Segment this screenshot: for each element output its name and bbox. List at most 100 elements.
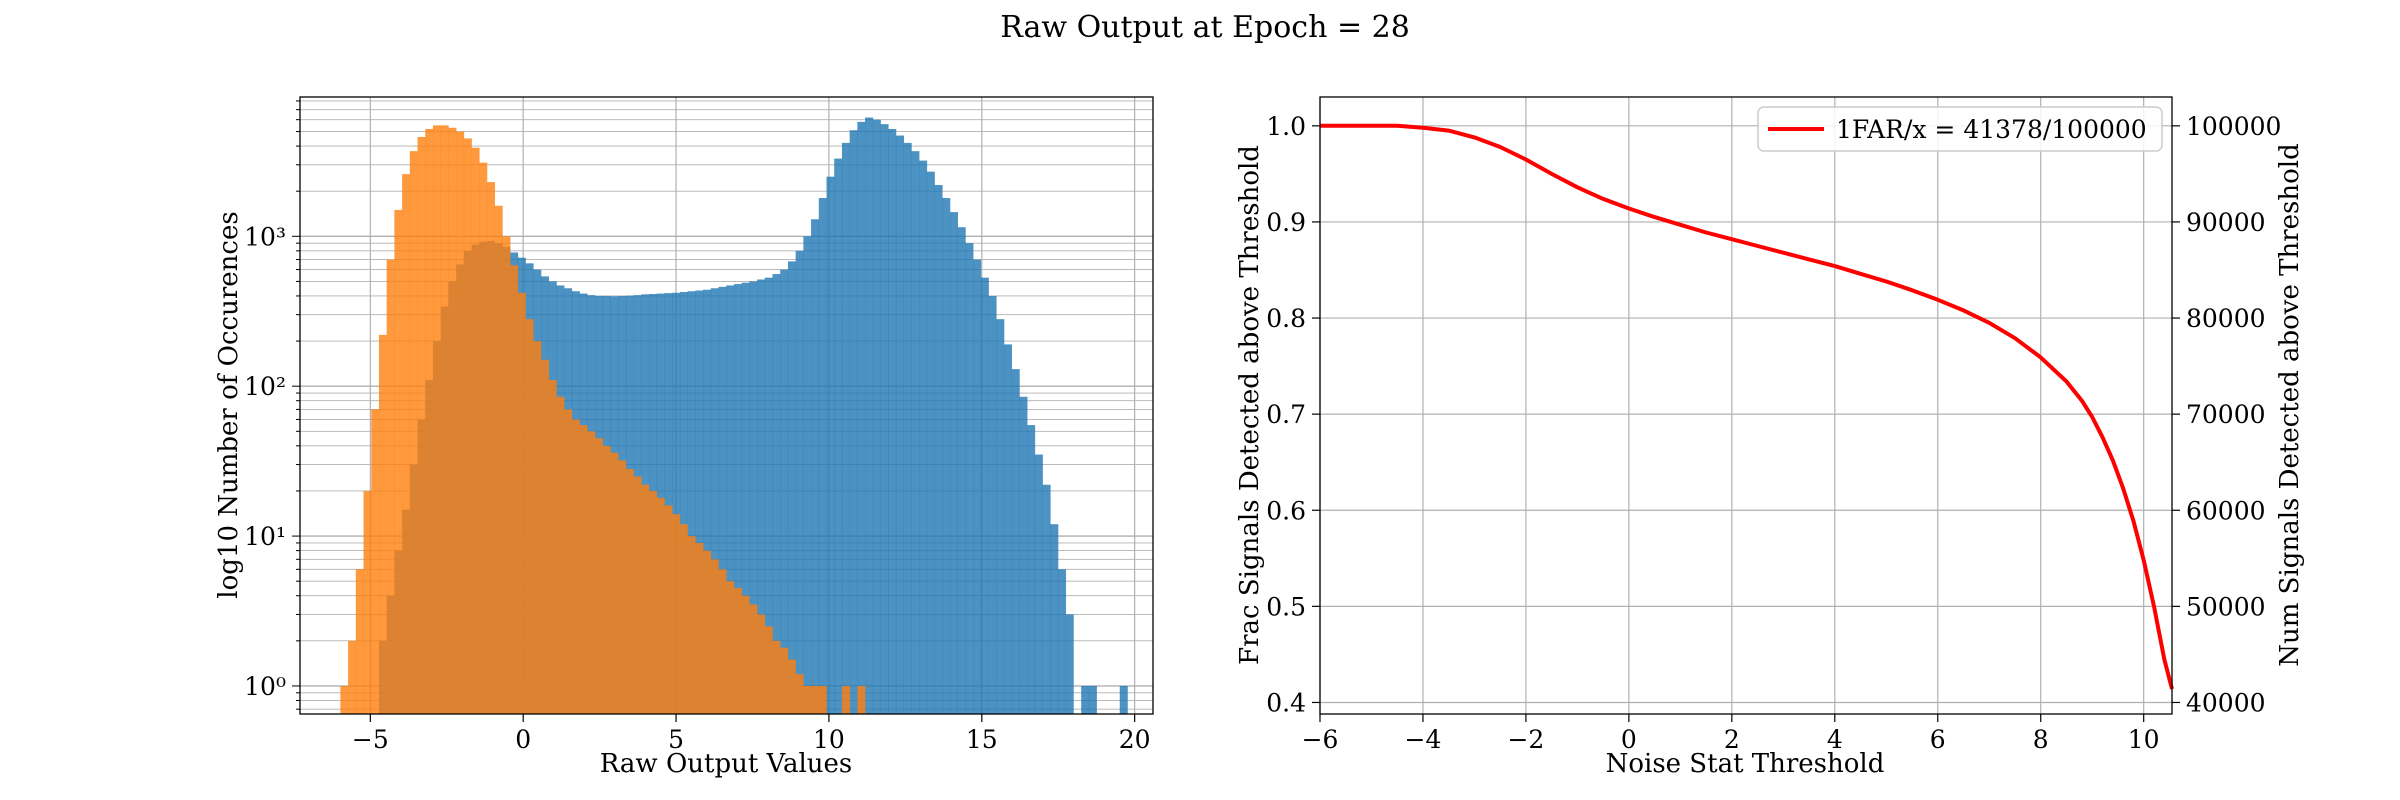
histogram-bar [757, 614, 766, 714]
histogram-bar [718, 286, 727, 714]
histogram-bar [988, 295, 997, 714]
curve-x-label: Noise Stat Threshold [1606, 749, 1885, 779]
histogram-y-label: log10 Number of Occurences [214, 211, 244, 598]
curve-legend: 1FAR/x = 41378/100000 [1757, 106, 2163, 152]
noise-histogram-bars [340, 125, 866, 715]
curve-x-tick-label: 8 [2033, 725, 2049, 754]
histogram-bar [903, 142, 912, 714]
histogram-bar [757, 279, 766, 714]
histogram-bar [919, 160, 928, 714]
histogram-y-tick-label: 10² [244, 372, 286, 401]
histogram-bar [942, 198, 951, 714]
histogram-bar [710, 559, 719, 714]
curve-y-ticks-right: 40000 50000 60000 70000 80000 90000 100000 [2172, 112, 2281, 717]
histogram-bar [741, 282, 750, 714]
curve-grid [1319, 97, 2172, 714]
curve-x-tick-label: 10 [2128, 725, 2160, 754]
histogram-bar [1019, 396, 1028, 714]
histogram-bar [664, 293, 673, 714]
histogram-bar [533, 341, 542, 714]
histogram-bar [965, 243, 974, 714]
histogram-bar [733, 284, 742, 714]
histogram-bar [726, 285, 735, 714]
histogram-bar [1058, 569, 1067, 714]
histogram-bar [610, 452, 619, 714]
curve-x-tick-label: 4 [1827, 725, 1843, 754]
histogram-bar [841, 142, 850, 714]
histogram-y-tick-label: 10¹ [244, 522, 286, 551]
histogram-bar [571, 419, 580, 714]
histogram-bar [440, 125, 449, 715]
histogram-bar [540, 359, 550, 714]
curve-y-tick-label: 0.7 [1266, 400, 1306, 429]
histogram-bar [718, 569, 727, 714]
histogram-bar [695, 290, 704, 714]
histogram-bar [834, 158, 843, 714]
histogram-bar [355, 569, 364, 714]
histogram-bar [803, 685, 812, 714]
curve-x-tick-label: −4 [1405, 725, 1442, 754]
histogram-bar [687, 291, 696, 714]
curve-x-tick-label: 2 [1724, 725, 1740, 754]
histogram-bar [1034, 454, 1043, 714]
figure-title: Raw Output at Epoch = 28 [1000, 10, 1410, 45]
histogram-bar [795, 250, 804, 715]
histogram-bar [641, 484, 650, 714]
histogram-bar [1042, 484, 1051, 714]
histogram-bar [517, 292, 526, 714]
histogram-bar [664, 505, 673, 714]
detection-curve-chart: −6 −4 −2 0 2 4 6 8 10 0.4 0.5 0.6 0.7 0.8 0.9 1.0 4000… [1235, 96, 2305, 779]
detection-curve-line [1320, 123, 2174, 690]
histogram-x-ticks: −5 0 5 10 15 20 [352, 714, 1151, 754]
histogram-bar [1119, 685, 1128, 714]
legend-box [1757, 106, 2163, 152]
histogram-x-tick-label: −5 [352, 725, 389, 754]
histogram-bar [780, 269, 789, 714]
histogram-bar [595, 438, 604, 714]
histogram-bar [432, 125, 441, 715]
histogram-bar [448, 127, 457, 714]
histogram-x-tick-label: 15 [966, 725, 998, 754]
histogram-bar [1050, 524, 1059, 714]
histogram-x-label: Raw Output Values [600, 749, 852, 779]
histogram-bar [556, 396, 565, 714]
curve-y-right-tick-label: 50000 [2186, 592, 2266, 621]
histogram-bar [695, 542, 704, 714]
curve-y-tick-label: 0.6 [1266, 496, 1306, 525]
curve-x-tick-label: −2 [1507, 725, 1544, 754]
histogram-bar [479, 162, 488, 714]
histogram-y-tick-label: 10⁰ [244, 672, 286, 701]
histogram-bar [780, 647, 789, 714]
histogram-bar [926, 171, 935, 714]
histogram-bar [749, 604, 758, 714]
histogram-bar [795, 674, 804, 714]
histogram-bar [587, 431, 596, 714]
curve-y-tick-label: 0.4 [1266, 688, 1306, 717]
curve-y-tick-label: 0.8 [1266, 304, 1306, 333]
histogram-bar [733, 588, 742, 714]
histogram-bar [340, 685, 349, 714]
histogram-bar [409, 151, 418, 715]
histogram-bar [980, 277, 989, 714]
histogram-bar [911, 151, 920, 715]
histogram-bar [371, 409, 380, 714]
histogram-bar [494, 205, 503, 714]
curve-x-ticks: −6 −4 −2 0 2 4 6 8 10 [1302, 714, 2160, 754]
curve-y-label-right: Num Signals Detected above Threshold [2275, 143, 2305, 666]
histogram-bar [957, 227, 966, 714]
histogram-x-tick-label: 5 [668, 725, 684, 754]
histogram-bar [687, 536, 696, 714]
histogram-bar [811, 219, 820, 715]
histogram-bar [741, 595, 750, 714]
histogram-x-tick-label: 10 [813, 725, 845, 754]
histogram-bar [872, 119, 881, 714]
histogram-bar [811, 685, 820, 714]
histogram-bar [818, 198, 827, 714]
histogram-bar [973, 259, 982, 714]
histogram-bar [803, 236, 812, 714]
histogram-bar [772, 640, 781, 714]
histogram-bar [880, 124, 889, 714]
histogram-bar [764, 277, 773, 714]
histogram-bar [633, 476, 642, 714]
